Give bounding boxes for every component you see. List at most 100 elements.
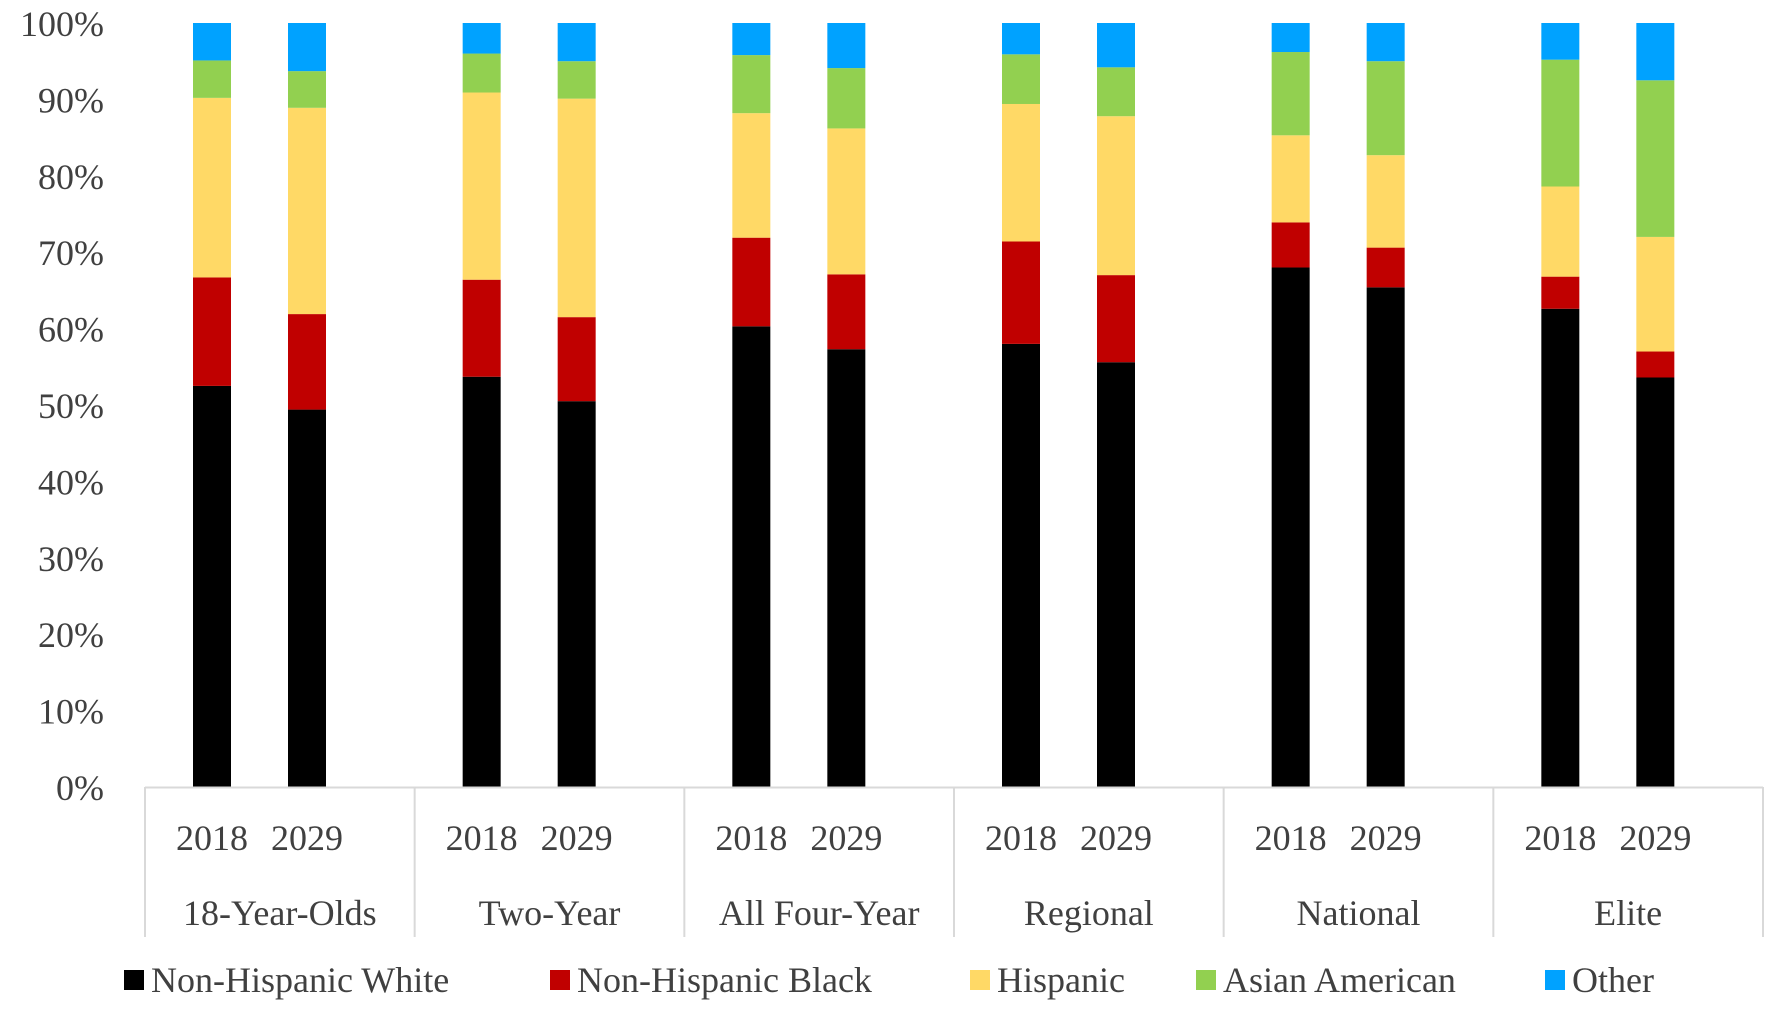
legend-swatch-asian-american [1196, 970, 1216, 990]
y-tick-label: 100% [20, 4, 104, 44]
bar-segment-national-2029-non-hispanic-black [1366, 247, 1405, 288]
bar-segment-18-year-olds-2018-hispanic [193, 97, 231, 278]
y-tick-label: 50% [38, 386, 104, 426]
bar-segment-national-2029-non-hispanic-white [1366, 287, 1405, 787]
bar-segment-regional-2029-hispanic [1097, 116, 1135, 276]
group-label-national: National [1297, 893, 1421, 933]
bar-segment-regional-2018-hispanic [1002, 103, 1040, 242]
bar-segment-two-year-2018-other [462, 23, 501, 54]
bar-segment-two-year-2029-non-hispanic-black [557, 317, 596, 402]
bar-segment-elite-2018-asian-american [1541, 59, 1580, 187]
bar-segment-18-year-olds-2029-non-hispanic-black [288, 314, 326, 410]
year-tick-label: 2029 [810, 818, 882, 858]
bar-segment-18-year-olds-2018-non-hispanic-white [193, 385, 231, 787]
bar-segment-18-year-olds-2018-non-hispanic-black [193, 277, 231, 386]
bar-segment-regional-2018-other [1002, 23, 1040, 55]
bar-segment-elite-2029-hispanic [1636, 236, 1675, 352]
y-tick-label: 80% [38, 157, 104, 197]
year-tick-label: 2029 [1080, 818, 1152, 858]
bar-segment-two-year-2029-hispanic [557, 98, 596, 318]
bar-segment-national-2029-other [1366, 23, 1405, 62]
bar-segment-national-2029-asian-american [1366, 61, 1405, 156]
y-tick-label: 90% [38, 80, 104, 120]
bar-segment-national-2018-non-hispanic-white [1271, 267, 1310, 788]
group-label-elite: Elite [1594, 893, 1662, 933]
bar-segment-national-2018-hispanic [1271, 135, 1310, 223]
bar-segment-regional-2018-non-hispanic-white [1002, 343, 1040, 787]
bar-segment-regional-2018-asian-american [1002, 54, 1040, 104]
year-tick-label: 2018 [446, 818, 518, 858]
bar-segment-all-four-year-2029-non-hispanic-white [827, 349, 866, 787]
legend-label-other: Other [1572, 960, 1654, 1000]
bar-segment-regional-2029-asian-american [1097, 67, 1135, 117]
legend-swatch-other [1545, 970, 1565, 990]
group-label-two-year: Two-Year [479, 893, 621, 933]
bar-segment-all-four-year-2029-other [827, 23, 866, 69]
year-tick-label: 2018 [1524, 818, 1596, 858]
legend-swatch-non-hispanic-black [550, 970, 570, 990]
bar-segment-elite-2018-other [1541, 23, 1580, 60]
year-tick-label: 2018 [715, 818, 787, 858]
bars-layer [193, 23, 1675, 788]
group-label-18-year-olds: 18-Year-Olds [183, 893, 377, 933]
bar-segment-elite-2018-non-hispanic-black [1541, 276, 1580, 309]
bar-segment-18-year-olds-2018-asian-american [193, 60, 231, 98]
y-tick-label: 40% [38, 462, 104, 502]
bar-segment-elite-2029-non-hispanic-black [1636, 351, 1675, 378]
legend-label-hispanic: Hispanic [997, 960, 1125, 1000]
y-tick-label: 60% [38, 310, 104, 350]
year-tick-label: 2029 [541, 818, 613, 858]
year-tick-label: 2018 [1255, 818, 1327, 858]
bar-segment-regional-2029-other [1097, 23, 1135, 68]
legend-swatch-hispanic [970, 970, 990, 990]
bar-segment-all-four-year-2018-other [732, 23, 771, 56]
year-tick-label: 2018 [176, 818, 248, 858]
bar-segment-elite-2029-asian-american [1636, 80, 1675, 237]
bar-segment-national-2018-other [1271, 23, 1310, 53]
bar-segment-all-four-year-2029-asian-american [827, 68, 866, 129]
bar-segment-elite-2029-non-hispanic-white [1636, 377, 1675, 787]
bar-segment-all-four-year-2029-hispanic [827, 128, 866, 275]
y-tick-label: 10% [38, 692, 104, 732]
y-tick-label: 0% [56, 768, 104, 808]
legend: Non-Hispanic White Non-Hispanic Black Hisp… [124, 960, 1654, 1000]
bar-segment-all-four-year-2029-non-hispanic-black [827, 274, 866, 350]
bar-segment-two-year-2018-asian-american [462, 53, 501, 93]
year-tick-label: 2029 [271, 818, 343, 858]
bar-segment-all-four-year-2018-non-hispanic-white [732, 326, 771, 787]
bar-segment-regional-2029-non-hispanic-black [1097, 275, 1135, 363]
bar-segment-18-year-olds-2029-other [288, 23, 326, 72]
bar-segment-regional-2018-non-hispanic-black [1002, 241, 1040, 344]
y-tick-label: 30% [38, 539, 104, 579]
bar-segment-two-year-2029-non-hispanic-white [557, 401, 596, 787]
legend-label-asian-american: Asian American [1223, 960, 1456, 1000]
y-tick-label: 70% [38, 233, 104, 273]
bar-segment-national-2018-asian-american [1271, 52, 1310, 136]
bar-segment-elite-2018-non-hispanic-white [1541, 308, 1580, 787]
bar-segment-18-year-olds-2029-hispanic [288, 107, 326, 315]
bar-segment-two-year-2029-asian-american [557, 61, 596, 99]
group-label-all-four-year: All Four-Year [719, 893, 920, 933]
legend-label-non-hispanic-white: Non-Hispanic White [151, 960, 449, 1000]
year-tick-label: 2029 [1350, 818, 1422, 858]
bar-segment-two-year-2018-non-hispanic-white [462, 376, 501, 787]
bar-segment-regional-2029-non-hispanic-white [1097, 362, 1135, 787]
bar-segment-all-four-year-2018-non-hispanic-black [732, 237, 771, 327]
legend-swatch-non-hispanic-white [124, 970, 144, 990]
bar-segment-all-four-year-2018-asian-american [732, 55, 771, 114]
bar-segment-all-four-year-2018-hispanic [732, 113, 771, 238]
bar-segment-elite-2029-other [1636, 23, 1675, 81]
year-tick-label: 2018 [985, 818, 1057, 858]
group-label-regional: Regional [1024, 893, 1154, 933]
legend-label-non-hispanic-black: Non-Hispanic Black [577, 960, 872, 1000]
bar-segment-national-2018-non-hispanic-black [1271, 222, 1310, 268]
bar-segment-two-year-2018-hispanic [462, 92, 501, 280]
year-tick-label: 2029 [1619, 818, 1691, 858]
y-tick-label: 20% [38, 615, 104, 655]
bar-segment-18-year-olds-2029-asian-american [288, 71, 326, 108]
axis-layer: 0% 10% 20% 30% 40% 50% 60% 70% 80% 90% 100% 2018 202… [20, 4, 1764, 937]
bar-segment-two-year-2018-non-hispanic-black [462, 279, 501, 377]
bar-segment-18-year-olds-2029-non-hispanic-white [288, 409, 326, 787]
bar-segment-18-year-olds-2018-other [193, 23, 231, 61]
